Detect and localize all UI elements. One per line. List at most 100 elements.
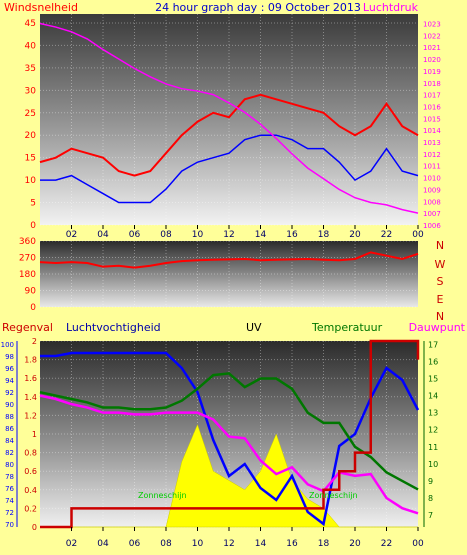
rainfall-line bbox=[40, 339, 420, 529]
wind-direction-line bbox=[39, 251, 419, 269]
compass-label: W bbox=[435, 258, 446, 271]
rain-tick-label: 2 bbox=[32, 337, 37, 346]
x-tick-label: 00 bbox=[412, 539, 424, 549]
pressure-tick-label: 1019 bbox=[423, 68, 441, 76]
humidity-tick-label: 86 bbox=[5, 425, 14, 433]
humidity-tick-label: 100 bbox=[1, 341, 14, 349]
wind-direction-degree-label: 180 bbox=[19, 270, 36, 280]
wind-direction-series bbox=[39, 251, 419, 269]
temperature-tick-label: 12 bbox=[428, 426, 438, 435]
humidity-tick-label: 88 bbox=[5, 413, 14, 421]
left-axis-label-windsnelheid: Windsnelheid bbox=[4, 1, 78, 14]
wind-speed-tick-label: 25 bbox=[25, 109, 36, 119]
regenval-label: Regenval bbox=[2, 321, 53, 334]
pressure-tick-label: 1015 bbox=[423, 115, 441, 123]
pressure-tick-label: 1020 bbox=[423, 56, 441, 64]
compass-label: N bbox=[436, 310, 444, 323]
wind-pressure-x-axis: 02 04 06 08 10 12 14 16 18 20 22 00 bbox=[66, 225, 424, 240]
wind-speed-tick-label: 20 bbox=[25, 131, 37, 141]
luchtvochtigheid-label: Luchtvochtigheid bbox=[66, 321, 161, 334]
temperature-line bbox=[39, 372, 419, 491]
x-tick-label: 08 bbox=[160, 539, 172, 549]
x-tick-label: 00 bbox=[412, 230, 424, 240]
wind-speed-tick-label: 30 bbox=[25, 86, 37, 96]
x-tick-label: 02 bbox=[66, 539, 77, 549]
x-tick-label: 22 bbox=[381, 230, 392, 240]
dewpoint-line bbox=[39, 394, 419, 515]
temperature-tick-label: 17 bbox=[428, 340, 438, 349]
wind-speed-tick-label: 15 bbox=[25, 154, 36, 164]
pressure-tick-label: 1009 bbox=[423, 186, 441, 194]
wind-direction-plot-area bbox=[40, 241, 418, 307]
x-tick-label: 20 bbox=[349, 539, 361, 549]
compass-label: S bbox=[437, 275, 444, 288]
x-tick-label: 12 bbox=[223, 539, 234, 549]
humidity-tick-label: 94 bbox=[5, 377, 14, 385]
pressure-tick-label: 1013 bbox=[423, 139, 441, 147]
x-tick-label: 04 bbox=[97, 539, 109, 549]
wind-speed-tick-label: 40 bbox=[25, 41, 37, 51]
pressure-tick-label: 1018 bbox=[423, 80, 441, 88]
pressure-tick-label: 1021 bbox=[423, 44, 441, 52]
temperature-tick-label: 11 bbox=[428, 443, 438, 452]
compass-label: E bbox=[437, 293, 444, 306]
rain-tick-label: 0.8 bbox=[24, 449, 37, 458]
wind-pressure-gridlines bbox=[40, 14, 418, 226]
pressure-tick-label: 1022 bbox=[423, 32, 441, 40]
pressure-tick-label: 1007 bbox=[423, 210, 441, 218]
rain-axis: 0 0.2 0.4 0.6 0.8 1 1.2 1.4 1.6 1.8 2 bbox=[24, 337, 37, 532]
wind-gust-line bbox=[39, 93, 419, 177]
rain-tick-label: 0.4 bbox=[24, 486, 37, 495]
x-tick-label: 14 bbox=[255, 539, 267, 549]
humidity-axis: 70 72 74 76 78 80 82 84 86 88 90 92 94 96 98 100 bbox=[1, 341, 18, 529]
wind-speed-tick-label: 0 bbox=[30, 221, 36, 231]
x-tick-label: 16 bbox=[286, 539, 298, 549]
temperature-tick-label: 7 bbox=[428, 511, 433, 520]
pressure-tick-label: 1012 bbox=[423, 151, 441, 159]
temperature-tick-label: 14 bbox=[428, 392, 438, 401]
pressure-tick-label: 1011 bbox=[423, 163, 441, 171]
pressure-tick-label: 1023 bbox=[423, 20, 441, 28]
rain-tick-label: 1.6 bbox=[24, 374, 37, 383]
wind-direction-gridlines bbox=[40, 240, 418, 308]
humidity-tick-label: 96 bbox=[5, 365, 14, 373]
rain-tick-label: 0.2 bbox=[24, 504, 37, 513]
humidity-tick-label: 90 bbox=[5, 401, 14, 409]
wind-speed-tick-label: 35 bbox=[25, 64, 36, 74]
rain-tick-label: 1.2 bbox=[24, 411, 37, 420]
wind-speed-tick-label: 45 bbox=[25, 19, 36, 29]
wind-speed-axis: 0 5 10 15 20 25 30 35 40 45 bbox=[25, 19, 37, 231]
wind-direction-degree-axis: 0 90 180 270 360 bbox=[19, 237, 36, 313]
x-tick-label: 12 bbox=[223, 230, 234, 240]
wind-speed-tick-label: 5 bbox=[30, 199, 36, 209]
wind-speed-tick-label: 10 bbox=[25, 176, 37, 186]
humidity-tick-label: 70 bbox=[5, 521, 14, 529]
x-tick-label: 20 bbox=[349, 230, 361, 240]
x-tick-label: 06 bbox=[129, 230, 141, 240]
x-tick-label: 22 bbox=[381, 539, 392, 549]
humidity-tick-label: 76 bbox=[5, 485, 14, 493]
temperature-tick-label: 13 bbox=[428, 409, 438, 418]
wind-average-line bbox=[40, 134, 419, 204]
dauwpunt-label: Dauwpunt bbox=[409, 321, 466, 334]
humidity-tick-label: 72 bbox=[5, 509, 14, 517]
pressure-tick-label: 1017 bbox=[423, 92, 441, 100]
uv-area bbox=[40, 423, 418, 528]
wind-direction-degree-label: 360 bbox=[19, 237, 36, 247]
x-tick-label: 02 bbox=[66, 230, 77, 240]
graph-title: 24 hour graph day : 09 October 2013 bbox=[155, 1, 361, 14]
x-tick-label: 18 bbox=[318, 539, 330, 549]
sunshine-annotation-2: Zonneschijn bbox=[309, 491, 358, 500]
humidity-tick-label: 98 bbox=[5, 353, 14, 361]
pressure-tick-label: 1006 bbox=[423, 222, 441, 230]
rain-tick-label: 1.8 bbox=[24, 356, 37, 365]
x-tick-label: 14 bbox=[255, 230, 267, 240]
humidity-tick-label: 84 bbox=[5, 437, 14, 445]
x-tick-label: 16 bbox=[286, 230, 298, 240]
pressure-axis: 1006 1007 1008 1009 1010 1011 1012 1013 1014 1015… bbox=[423, 20, 441, 230]
wind-pressure-series bbox=[39, 22, 419, 214]
temperatuur-label: Temperatuur bbox=[311, 321, 383, 334]
